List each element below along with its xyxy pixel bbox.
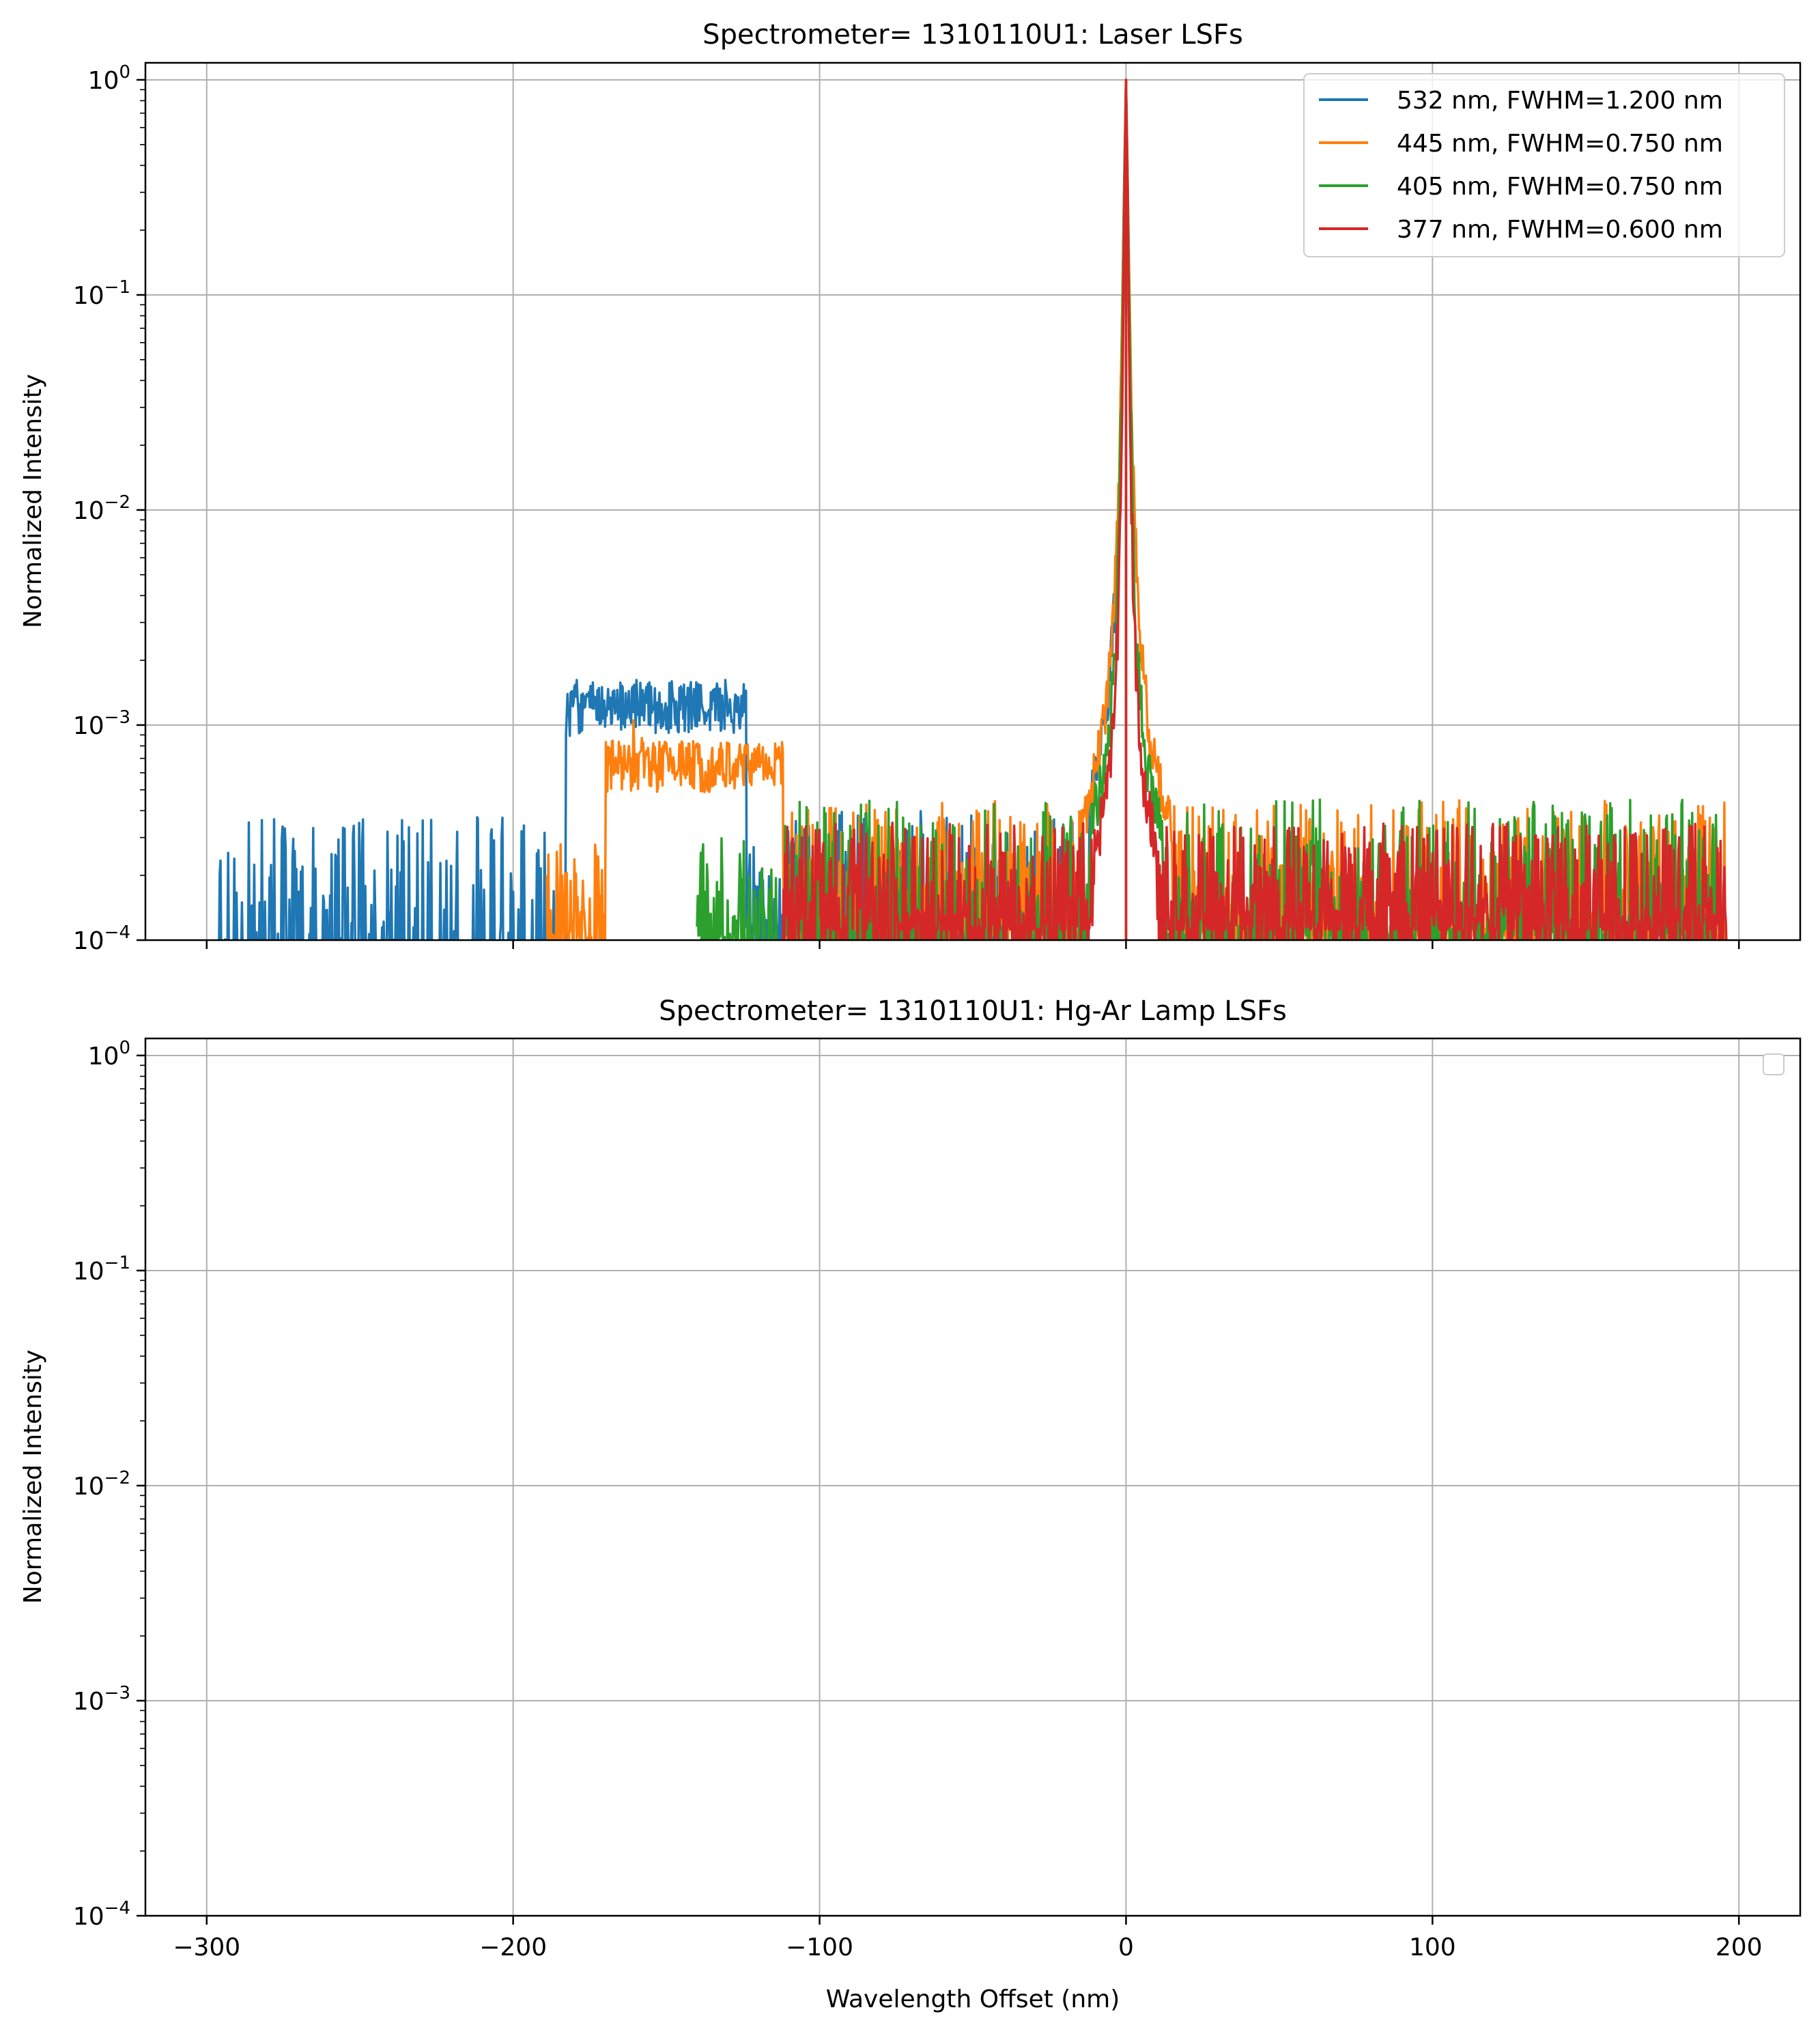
y-tick-label: 10−1 — [73, 1253, 130, 1286]
series-line-1 — [545, 79, 1727, 940]
y-tick-label: 10−4 — [73, 922, 130, 955]
y-tick-label: 100 — [88, 1038, 130, 1071]
x-axis-label: Wavelength Offset (nm) — [826, 1985, 1120, 2013]
chart-title: Spectrometer= 1310110U1: Hg-Ar Lamp LSFs — [659, 995, 1287, 1027]
hg-ar-lamp-panel: Spectrometer= 1310110U1: Hg-Ar Lamp LSFs… — [19, 995, 1802, 2013]
x-tick-label: −200 — [479, 1934, 547, 1962]
x-tick-label: −100 — [786, 1934, 853, 1962]
legend-label-405: 405 nm, FWHM=0.750 nm — [1397, 173, 1723, 201]
x-tick-label: 100 — [1409, 1934, 1456, 1962]
legend: 532 nm, FWHM=1.200 nm 445 nm, FWHM=0.750… — [1303, 73, 1785, 257]
chart-title: Spectrometer= 1310110U1: Laser LSFs — [702, 19, 1243, 51]
laser-lsf-panel: Spectrometer= 1310110U1: Laser LSFs 1001… — [19, 19, 1802, 955]
y-axis-ticks: 100 10−1 10−2 10−3 10−4 — [73, 62, 145, 955]
legend-label-532: 532 nm, FWHM=1.200 nm — [1397, 87, 1723, 115]
series-group — [218, 79, 1728, 940]
legend-label-377: 377 nm, FWHM=0.600 nm — [1397, 216, 1723, 244]
y-tick-label: 10−4 — [73, 1898, 130, 1931]
y-axis-label: Normalized Intensity — [19, 374, 47, 628]
y-tick-label: 10−2 — [73, 1468, 130, 1501]
y-tick-label: 10−1 — [73, 277, 130, 310]
x-axis-ticks: −300 −200 −100 0 100 200 — [173, 1916, 1763, 1962]
series-line-0 — [218, 79, 1128, 940]
y-tick-label: 10−3 — [73, 707, 130, 740]
y-tick-label: 10−2 — [73, 492, 130, 525]
y-tick-label: 100 — [88, 62, 130, 95]
x-tick-label: −300 — [173, 1934, 240, 1962]
x-axis-ticks — [205, 940, 1740, 949]
axes-frame — [144, 61, 1802, 941]
y-tick-label: 10−3 — [73, 1683, 130, 1716]
legend-label-445: 445 nm, FWHM=0.750 nm — [1397, 130, 1723, 158]
series-line-3 — [782, 79, 1728, 940]
x-tick-label: 0 — [1118, 1934, 1134, 1962]
axes-frame — [144, 1037, 1802, 1917]
y-axis-label: Normalized Intensity — [19, 1350, 47, 1604]
y-axis-ticks: 100 10−1 10−2 10−3 10−4 — [73, 1038, 145, 1931]
legend-box — [1303, 73, 1785, 257]
x-tick-label: 200 — [1716, 1934, 1763, 1962]
empty-legend-box — [1763, 1053, 1785, 1075]
